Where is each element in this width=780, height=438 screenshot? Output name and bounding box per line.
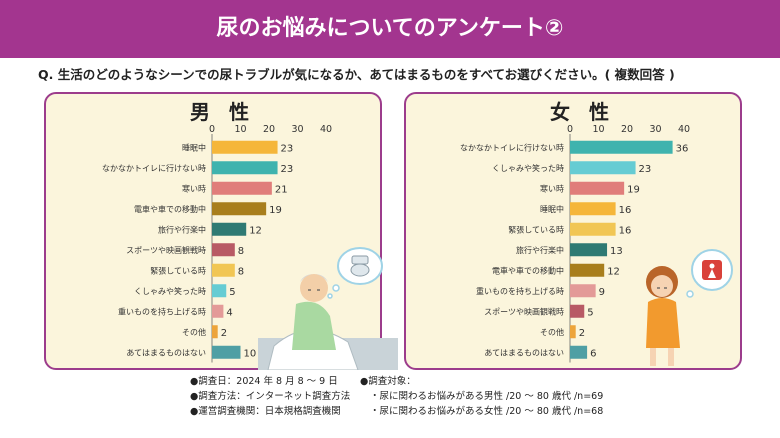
male-bar bbox=[212, 202, 267, 216]
female-chart-panel: 女 性 0 10 20 30 40 なかなかトイレに行けない時 36 くしゃみや笑った時 23 寒… bbox=[404, 92, 742, 370]
male-value-label: 12 bbox=[249, 225, 262, 236]
female-value-label: 23 bbox=[639, 164, 652, 175]
female-tick-label: 40 bbox=[678, 124, 690, 135]
male-tick-label: 30 bbox=[291, 124, 303, 135]
male-value-label: 4 bbox=[226, 307, 232, 318]
male-value-label: 23 bbox=[281, 164, 294, 175]
female-bar-chart: 0 10 20 30 40 なかなかトイレに行けない時 36 くしゃみや笑った時 23 寒い時 19… bbox=[460, 124, 690, 363]
female-category-label: 旅行や行楽中 bbox=[516, 245, 564, 255]
female-value-label: 9 bbox=[599, 287, 605, 298]
survey-target-label: ●調査対象： bbox=[360, 376, 416, 387]
female-category-label: 電車や車での移動中 bbox=[492, 265, 564, 275]
male-category-label: 睡眠中 bbox=[182, 142, 206, 152]
female-bar bbox=[570, 181, 625, 195]
male-bar bbox=[212, 181, 272, 195]
elderly-man-illustration bbox=[258, 247, 398, 370]
survey-info-left: ●調査日：2024 年 8 月 8 〜 9 日 ●調査方法：インターネット調査方… bbox=[190, 374, 350, 419]
page-title: 尿のお悩みについてのアンケート② bbox=[216, 16, 564, 41]
male-bar bbox=[212, 263, 235, 277]
male-category-label: 緊張している時 bbox=[150, 266, 206, 275]
male-value-label: 23 bbox=[281, 143, 294, 154]
female-value-label: 36 bbox=[676, 143, 689, 154]
male-category-label: 重いものを持ち上げる時 bbox=[118, 306, 206, 316]
female-bar bbox=[570, 345, 588, 359]
male-tick-label: 0 bbox=[209, 124, 215, 135]
survey-organization: ●運営調査機関：日本規格調査機関 bbox=[190, 406, 341, 417]
female-category-label: その他 bbox=[540, 327, 564, 337]
female-value-label: 5 bbox=[587, 307, 593, 318]
male-bar-chart: 0 10 20 30 40 睡眠中 23 なかなかトイレに行けない時 23 寒い時 21 電車や車での… bbox=[102, 124, 332, 363]
male-value-label: 10 bbox=[244, 348, 257, 359]
female-category-label: スポーツや映画観戦時 bbox=[484, 306, 564, 316]
male-bar bbox=[212, 243, 235, 257]
survey-date: ●調査日：2024 年 8 月 8 〜 9 日 bbox=[190, 376, 338, 387]
female-tick-label: 10 bbox=[592, 124, 604, 135]
female-value-label: 16 bbox=[619, 225, 632, 236]
male-value-label: 5 bbox=[229, 287, 235, 298]
female-tick-label: 20 bbox=[621, 124, 633, 135]
male-bar bbox=[212, 161, 278, 175]
female-category-label: 睡眠中 bbox=[540, 204, 564, 214]
male-chart-title: 男 性 bbox=[190, 100, 255, 124]
female-category-label: なかなかトイレに行けない時 bbox=[460, 142, 564, 152]
male-category-label: 電車や車での移動中 bbox=[134, 204, 206, 214]
male-value-label: 8 bbox=[238, 246, 244, 257]
survey-target-female: ・尿に関わるお悩みがある女性 /20 〜 80 歳代 /n=68 bbox=[370, 406, 604, 417]
female-bar bbox=[570, 263, 605, 277]
female-category-label: 緊張している時 bbox=[508, 225, 564, 234]
male-value-label: 21 bbox=[275, 184, 288, 195]
male-category-label: その他 bbox=[182, 327, 206, 337]
female-bar bbox=[570, 222, 616, 236]
header-bar bbox=[0, 0, 780, 58]
female-value-label: 6 bbox=[590, 348, 596, 359]
male-tick-label: 10 bbox=[234, 124, 246, 135]
female-bar bbox=[570, 284, 596, 298]
male-tick-label: 40 bbox=[320, 124, 332, 135]
female-bar bbox=[570, 202, 616, 216]
male-bar bbox=[212, 304, 224, 318]
female-bar bbox=[570, 243, 608, 257]
female-tick-label: 0 bbox=[567, 124, 573, 135]
male-value-label: 8 bbox=[238, 266, 244, 277]
male-category-label: あてはまるものはない bbox=[126, 348, 206, 357]
survey-question: Q. 生活のどのようなシーンでの尿トラブルが気になるか、あてはまるものをすべてお… bbox=[38, 67, 675, 82]
female-value-label: 12 bbox=[607, 266, 620, 277]
male-category-label: 寒い時 bbox=[182, 183, 206, 193]
female-category-label: 重いものを持ち上げる時 bbox=[476, 286, 564, 296]
male-tick-label: 20 bbox=[263, 124, 275, 135]
male-bar bbox=[212, 325, 218, 339]
woman-illustration bbox=[646, 249, 733, 366]
male-value-label: 19 bbox=[269, 205, 282, 216]
male-category-label: スポーツや映画観戦時 bbox=[126, 245, 206, 255]
female-value-label: 19 bbox=[627, 184, 640, 195]
female-bar bbox=[570, 161, 636, 175]
female-value-label: 13 bbox=[610, 246, 623, 257]
male-bar bbox=[212, 222, 247, 236]
female-value-label: 16 bbox=[619, 205, 632, 216]
male-bar bbox=[212, 284, 227, 298]
female-tick-label: 30 bbox=[649, 124, 661, 135]
survey-info-right: ●調査対象： ・尿に関わるお悩みがある男性 /20 〜 80 歳代 /n=69 … bbox=[360, 374, 603, 419]
female-category-label: 寒い時 bbox=[540, 183, 564, 193]
male-category-label: なかなかトイレに行けない時 bbox=[102, 163, 206, 173]
male-category-label: くしゃみや笑った時 bbox=[134, 286, 206, 296]
female-bar bbox=[570, 304, 585, 318]
female-category-label: あてはまるものはない bbox=[484, 348, 564, 357]
female-bar bbox=[570, 140, 673, 154]
female-chart-title: 女 性 bbox=[550, 100, 615, 124]
survey-method: ●調査方法：インターネット調査方法 bbox=[190, 391, 351, 402]
female-value-label: 2 bbox=[579, 328, 585, 339]
male-bar bbox=[212, 140, 278, 154]
female-category-label: くしゃみや笑った時 bbox=[492, 163, 564, 173]
survey-target-male: ・尿に関わるお悩みがある男性 /20 〜 80 歳代 /n=69 bbox=[370, 391, 604, 402]
male-category-label: 旅行や行楽中 bbox=[158, 224, 206, 234]
male-value-label: 2 bbox=[221, 328, 227, 339]
female-bar bbox=[570, 325, 576, 339]
male-bar bbox=[212, 345, 241, 359]
